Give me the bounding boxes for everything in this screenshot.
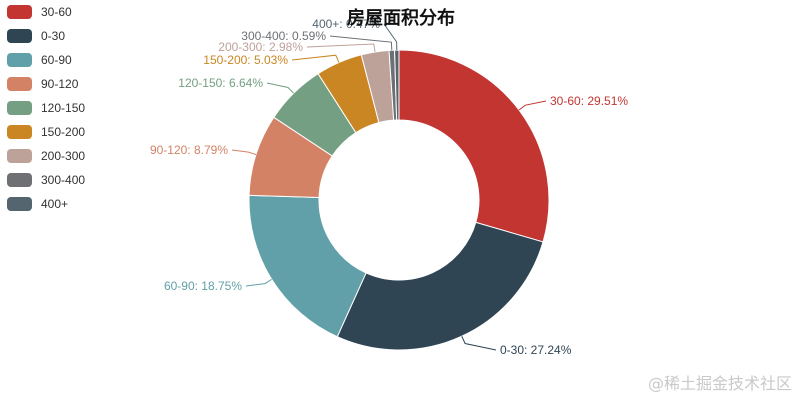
legend-item-0-30[interactable]: 0-30 (7, 26, 85, 45)
data-label-300-400: 300-400: 0.59% (241, 29, 326, 43)
leader-line (245, 278, 272, 287)
legend-item-300-400[interactable]: 300-400 (7, 170, 85, 189)
leader-line (461, 336, 497, 351)
data-label-200-300: 200-300: 2.98% (218, 40, 303, 54)
legend-item-400+[interactable]: 400+ (7, 194, 85, 213)
legend-item-200-300[interactable]: 200-300 (7, 146, 85, 165)
legend-label: 400+ (41, 196, 69, 211)
watermark: @稀土掘金技术社区 (647, 374, 792, 393)
chart-title: 房屋面积分布 (347, 8, 455, 29)
data-label-150-200: 150-200: 5.03% (203, 53, 288, 67)
legend-swatch (7, 124, 32, 139)
legend-label: 0-30 (41, 28, 66, 43)
legend-label: 90-120 (41, 76, 79, 91)
legend-swatch (7, 172, 32, 187)
legend-swatch (7, 28, 32, 43)
leader-line (231, 149, 257, 156)
legend-swatch (7, 4, 32, 19)
legend-item-30-60[interactable]: 30-60 (7, 2, 85, 21)
chart-legend: 30-60 0-30 60-90 90-120 120-150 150-200 200-30… (7, 2, 85, 213)
legend-swatch (7, 196, 32, 211)
leader-line (329, 35, 393, 51)
donut-slice-60-90[interactable] (248, 194, 367, 338)
data-label-0-30: 0-30: 27.24% (500, 343, 572, 357)
legend-label: 120-150 (41, 100, 86, 115)
legend-item-60-90[interactable]: 60-90 (7, 50, 85, 69)
donut-slice-0-30[interactable] (336, 221, 544, 351)
data-label-90-120: 90-120: 8.79% (150, 143, 228, 157)
legend-label: 30-60 (41, 4, 72, 19)
leader-line (306, 43, 376, 53)
leader-line (266, 82, 295, 94)
legend-swatch (7, 100, 32, 115)
leader-line (291, 54, 340, 63)
data-label-120-150: 120-150: 6.64% (178, 76, 263, 90)
legend-swatch (7, 148, 32, 163)
legend-label: 60-90 (41, 52, 72, 67)
leader-line (383, 23, 398, 51)
legend-item-90-120[interactable]: 90-120 (7, 74, 85, 93)
donut-slice-30-60[interactable] (398, 49, 550, 243)
donut-slice-400+[interactable] (394, 49, 400, 121)
data-label-30-60: 30-60: 29.51% (550, 94, 628, 108)
data-label-400+: 400+: 0.47% (312, 17, 380, 31)
data-label-60-90: 60-90: 18.75% (164, 279, 242, 293)
legend-label: 150-200 (41, 124, 86, 139)
legend-item-150-200[interactable]: 150-200 (7, 122, 85, 141)
legend-swatch (7, 76, 32, 91)
legend-item-120-150[interactable]: 120-150 (7, 98, 85, 117)
leader-line (518, 100, 547, 111)
legend-label: 200-300 (41, 148, 86, 163)
legend-label: 300-400 (41, 172, 86, 187)
legend-swatch (7, 52, 32, 67)
